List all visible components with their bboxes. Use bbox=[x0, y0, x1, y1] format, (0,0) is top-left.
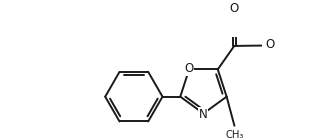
Text: O: O bbox=[265, 38, 275, 51]
Text: O: O bbox=[184, 62, 194, 75]
Text: CH₃: CH₃ bbox=[225, 130, 244, 140]
Text: N: N bbox=[199, 108, 208, 121]
Text: O: O bbox=[230, 2, 239, 15]
